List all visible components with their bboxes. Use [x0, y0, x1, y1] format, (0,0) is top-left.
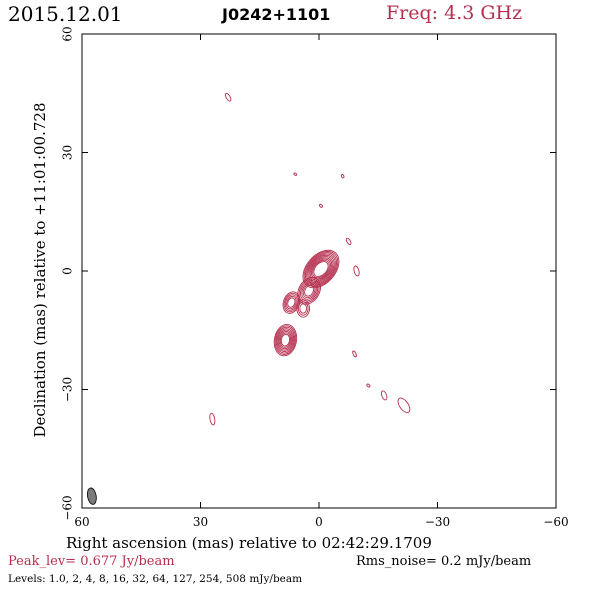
contour-feature — [345, 237, 352, 246]
y-tick-label: 0 — [61, 267, 75, 275]
contour-feature — [353, 265, 360, 277]
contour-ring — [313, 261, 329, 277]
contour-feature — [318, 203, 323, 208]
x-tick-label: −30 — [425, 515, 450, 529]
contour-ring — [279, 332, 292, 348]
contour-ring — [297, 276, 321, 305]
contour-feature — [380, 390, 388, 401]
contour-ring — [276, 328, 295, 353]
x-tick-label: 0 — [315, 515, 323, 529]
contour-feature — [340, 174, 345, 179]
observation-date: 2015.12.01 — [8, 2, 123, 26]
contour-feature — [209, 412, 216, 426]
contour-ring — [302, 283, 316, 299]
peak-level: Peak_lev= 0.677 Jy/beam — [8, 554, 175, 569]
contour-ring — [308, 256, 334, 282]
contour-ring — [299, 303, 308, 314]
contour-ring — [280, 333, 291, 347]
contour-feature — [224, 92, 232, 102]
x-axis-label: Right ascension (mas) relative to 02:42:… — [66, 534, 432, 552]
contour-ring — [275, 326, 296, 354]
contour-ring — [297, 301, 309, 316]
y-tick-label: −30 — [61, 377, 75, 402]
y-axis-label: Declination (mas) relative to +11:01:00.… — [31, 102, 49, 438]
contour-feature — [293, 172, 298, 176]
x-tick-label: 30 — [193, 515, 208, 529]
contour-ring — [277, 329, 294, 351]
y-tick-label: 60 — [61, 26, 75, 41]
contour-feature — [397, 397, 411, 413]
beam-ellipse-layer — [86, 487, 97, 505]
contour-levels: Levels: 1.0, 2, 4, 8, 16, 32, 64, 127, 2… — [8, 573, 303, 585]
source-name: J0242+1101 — [222, 5, 331, 24]
contour-ring — [303, 251, 339, 287]
axis-ticks: 60 30 0 −30 −60 −60 −30 0 30 60 — [61, 26, 569, 529]
beam-ellipse — [86, 487, 97, 505]
contour-ring — [273, 323, 298, 357]
contour-ring — [284, 294, 298, 311]
contour-feature — [352, 350, 357, 358]
contour-ring — [278, 331, 293, 350]
contour-feature — [366, 383, 371, 388]
contour-ring — [312, 259, 330, 279]
contour-ring — [306, 253, 336, 285]
contour-ring — [287, 297, 296, 308]
x-tick-label: −60 — [543, 515, 568, 529]
y-tick-label: 30 — [61, 145, 75, 160]
rms-noise: Rms_noise= 0.2 mJy/beam — [356, 554, 532, 569]
contour-ring — [286, 295, 297, 310]
frequency-label: Freq: 4.3 GHz — [386, 2, 523, 24]
contour-layer — [209, 92, 411, 426]
contour-ring — [274, 325, 297, 355]
x-tick-label: 60 — [74, 515, 89, 529]
plot-frame — [81, 33, 557, 509]
y-tick-label: −60 — [61, 495, 75, 520]
contour-ring — [304, 284, 315, 297]
contour-ring — [296, 299, 310, 318]
contour-ring — [301, 281, 317, 300]
